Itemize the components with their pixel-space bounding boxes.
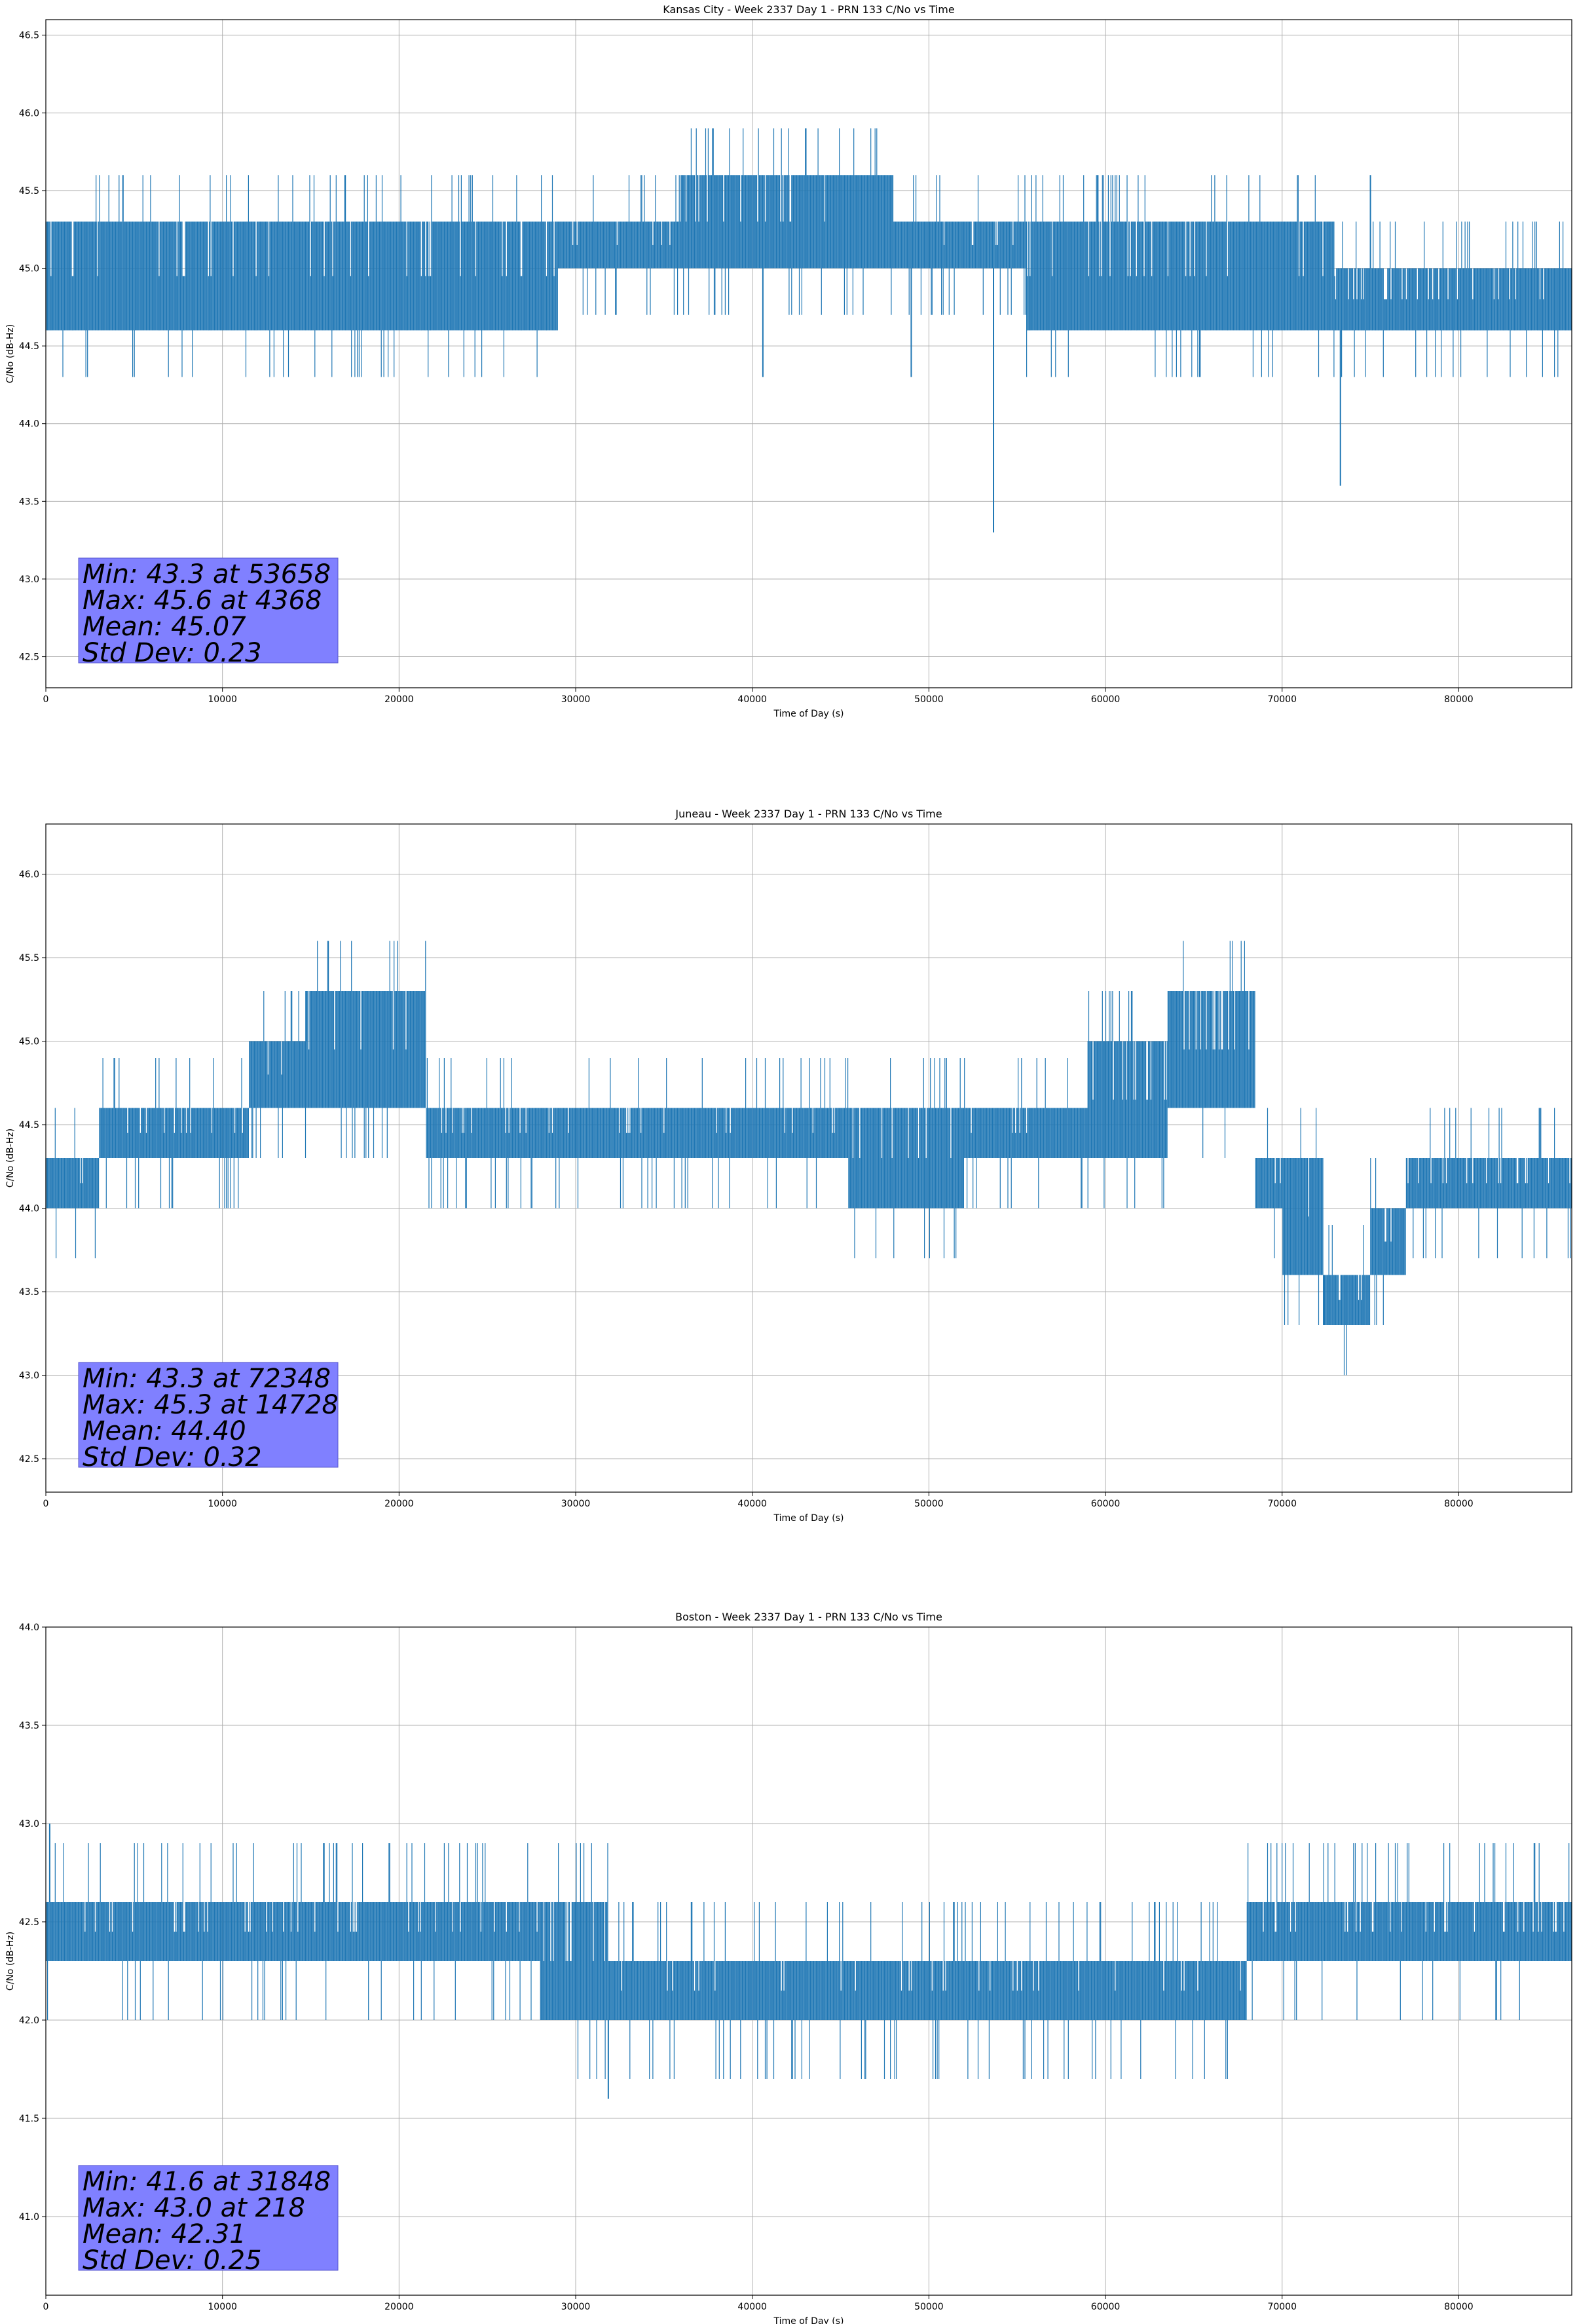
y-tick-label: 46.5 <box>19 31 39 41</box>
chart-panel-3: Boston - Week 2337 Day 1 - PRN 133 C/No … <box>5 1611 1572 2324</box>
y-tick-label: 46.0 <box>19 870 39 880</box>
y-tick-label: 45.5 <box>19 953 39 964</box>
chart-panel-1: Kansas City - Week 2337 Day 1 - PRN 133 … <box>5 3 1572 719</box>
chart-title: Boston - Week 2337 Day 1 - PRN 133 C/No … <box>675 1611 942 1623</box>
x-tick-label: 80000 <box>1444 694 1474 705</box>
stats-box <box>78 1362 339 1468</box>
y-axis-label: C/No (dB-Hz) <box>5 324 16 383</box>
x-tick-label: 70000 <box>1267 694 1297 705</box>
y-tick-label: 43.0 <box>19 574 39 585</box>
y-tick-label: 44.5 <box>19 341 39 352</box>
x-tick-label: 40000 <box>737 1499 767 1509</box>
stats-max: Max: 45.6 at 4368 <box>83 586 322 616</box>
y-tick-label: 46.0 <box>19 108 39 119</box>
x-tick-label: 30000 <box>561 694 591 705</box>
x-tick-label: 70000 <box>1267 1499 1297 1509</box>
y-tick-label: 42.5 <box>19 1454 39 1465</box>
x-tick-label: 20000 <box>384 694 414 705</box>
chart-title: Juneau - Week 2337 Day 1 - PRN 133 C/No … <box>675 808 942 820</box>
plot-frame <box>45 19 1572 688</box>
x-axis-label: Time of Day (s) <box>773 709 844 719</box>
x-tick-label: 0 <box>43 694 49 705</box>
stats-max: Max: 45.3 at 14728 <box>83 1390 339 1420</box>
x-tick-label: 80000 <box>1444 1499 1474 1509</box>
x-tick-label: 20000 <box>384 1499 414 1509</box>
x-axis-label: Time of Day (s) <box>773 1513 844 1524</box>
x-tick-label: 0 <box>43 1499 49 1509</box>
y-axis-label: C/No (dB-Hz) <box>5 1129 16 1188</box>
stats-min: Min: 43.3 at 53658 <box>83 559 331 590</box>
chart-panel-2: Juneau - Week 2337 Day 1 - PRN 133 C/No … <box>5 808 1572 1524</box>
x-tick-label: 10000 <box>208 694 237 705</box>
stats-mean: Mean: 45.07 <box>83 612 246 642</box>
stats-min: Min: 43.3 at 72348 <box>83 1364 331 1394</box>
chart-title: Kansas City - Week 2337 Day 1 - PRN 133 … <box>663 3 954 16</box>
x-tick-label: 60000 <box>1091 694 1121 705</box>
x-tick-label: 40000 <box>737 694 767 705</box>
y-tick-label: 43.5 <box>19 1287 39 1298</box>
y-tick-label: 44.5 <box>19 1120 39 1131</box>
x-tick-label: 10000 <box>208 1499 237 1509</box>
y-tick-label: 43.5 <box>19 497 39 507</box>
data-series <box>45 1843 1572 2079</box>
y-tick-label: 45.5 <box>19 186 39 197</box>
stats-mean: Mean: 44.40 <box>83 1416 246 1446</box>
stats-std: Std Dev: 0.23 <box>83 638 262 668</box>
x-tick-label: 30000 <box>561 1499 591 1509</box>
x-tick-label: 50000 <box>914 694 944 705</box>
stats-std: Std Dev: 0.32 <box>83 1442 262 1472</box>
stats-box <box>78 557 339 664</box>
x-tick-label: 60000 <box>1091 1499 1121 1509</box>
y-tick-label: 42.5 <box>19 652 39 663</box>
y-tick-label: 45.0 <box>19 264 39 274</box>
x-tick-label: 50000 <box>914 1499 944 1509</box>
data-series <box>45 128 1572 377</box>
y-tick-label: 44.0 <box>19 1204 39 1214</box>
y-tick-label: 43.0 <box>19 1371 39 1381</box>
data-series <box>45 941 1572 1376</box>
plot-frame <box>45 823 1572 1493</box>
y-tick-label: 45.0 <box>19 1037 39 1047</box>
y-tick-label: 44.0 <box>19 419 39 430</box>
